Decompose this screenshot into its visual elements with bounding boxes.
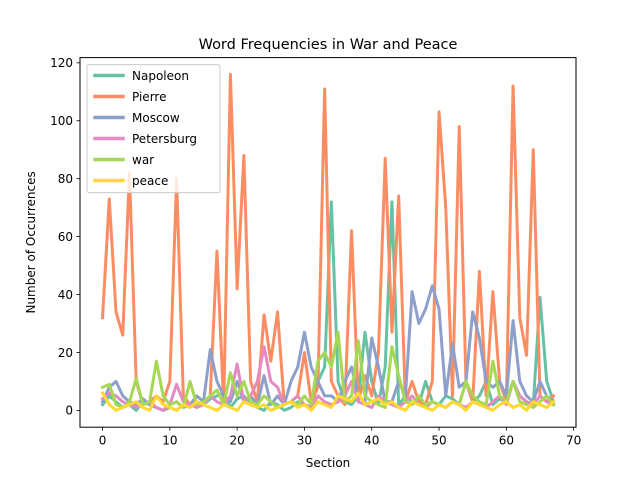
x-tick-label: 60 [499, 434, 514, 448]
chart-title: Word Frequencies in War and Peace [199, 37, 458, 53]
x-tick-label: 70 [566, 434, 581, 448]
x-tick-label: 40 [364, 434, 379, 448]
legend-label: Moscow [132, 111, 180, 125]
series-line-pierre [100, 72, 556, 407]
y-tick-label: 100 [50, 114, 73, 128]
y-axis: 0 20 40 60 80 100 120 [50, 56, 80, 418]
y-tick-label: 20 [58, 346, 73, 360]
legend-label: Pierre [132, 90, 166, 104]
x-tick-label: 30 [297, 434, 312, 448]
x-tick-label: 0 [99, 434, 107, 448]
x-tick-label: 50 [431, 434, 446, 448]
legend-label: Napoleon [132, 69, 189, 83]
legend: Napoleon Pierre Moscow Petersburg war peace [86, 64, 221, 194]
y-tick-label: 40 [58, 288, 73, 302]
series-line-peace [100, 390, 556, 412]
x-axis: 0 10 20 30 40 50 60 70 [99, 427, 581, 448]
x-axis-title: Section [306, 456, 351, 470]
y-axis-title: Number of Occurrences [24, 171, 38, 313]
series-line-war [100, 330, 556, 409]
series-layer [100, 72, 556, 412]
legend-items: Napoleon Pierre Moscow Petersburg war peace [93, 69, 197, 188]
y-tick-label: 60 [58, 230, 73, 244]
legend-label: war [132, 153, 154, 167]
y-tick-label: 80 [58, 172, 73, 186]
y-tick-label: 0 [65, 404, 73, 418]
legend-label: peace [132, 174, 168, 188]
plot-area [79, 57, 577, 428]
x-tick-label: 20 [230, 434, 245, 448]
x-tick-label: 10 [162, 434, 177, 448]
axes-frame [79, 57, 577, 428]
legend-label: Petersburg [132, 132, 197, 146]
y-tick-label: 120 [50, 56, 73, 70]
